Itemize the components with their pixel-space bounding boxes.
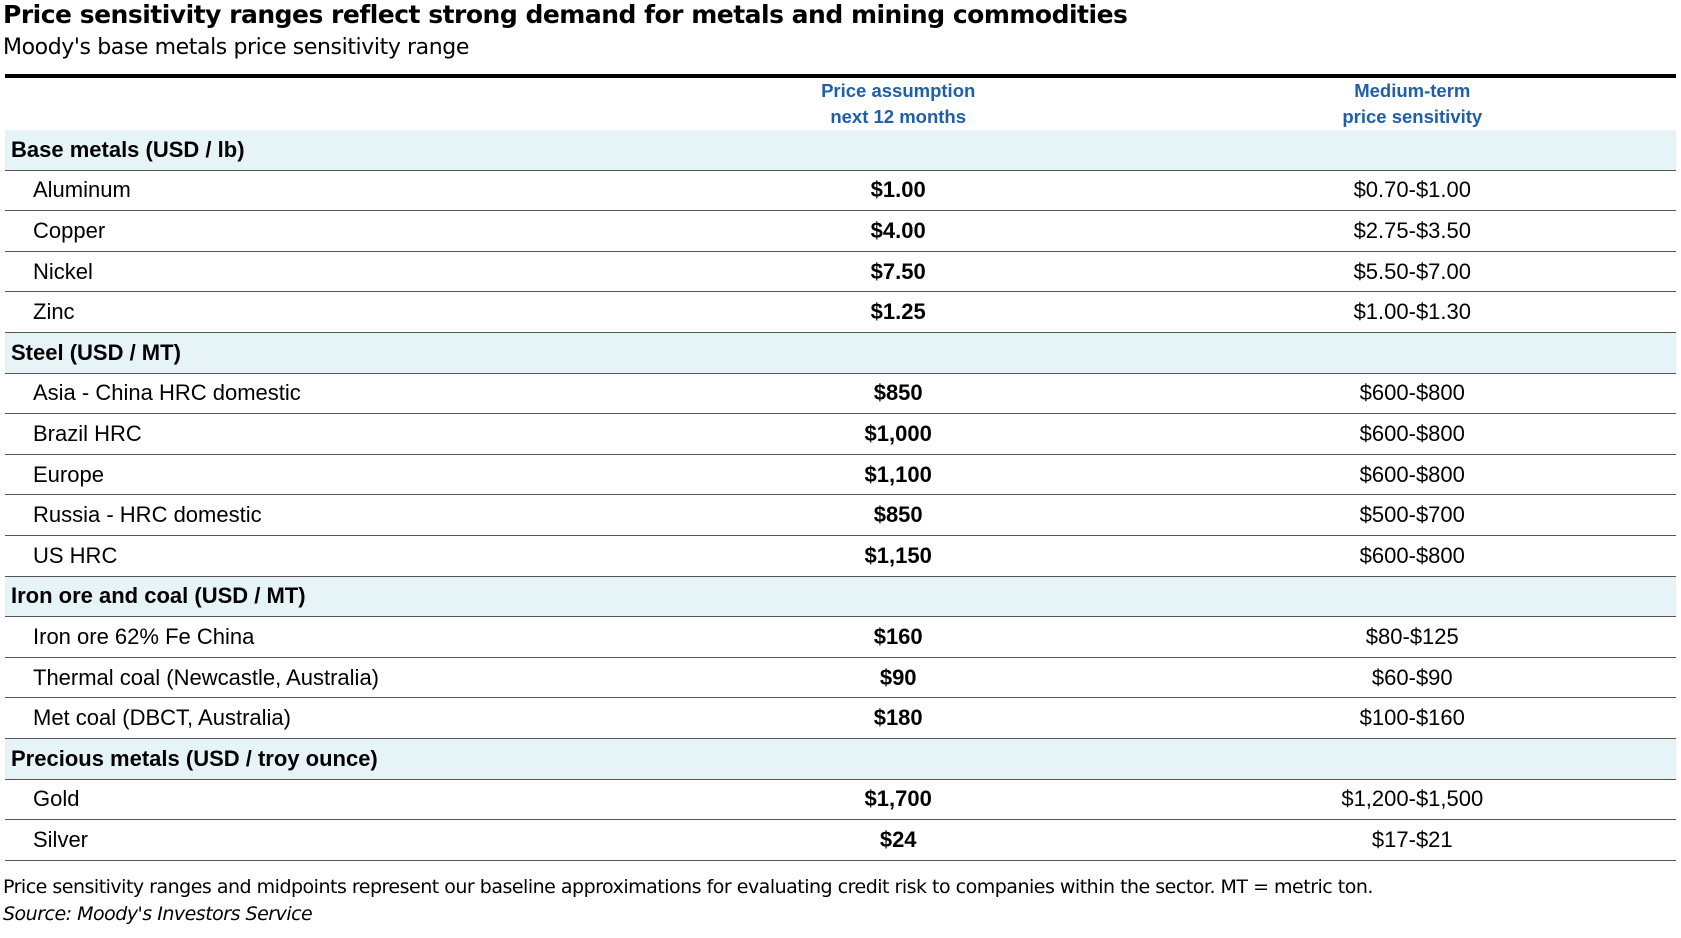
cell: $17-$21	[1371, 826, 1453, 852]
cell: $600-$800	[1359, 542, 1465, 568]
source: Source: Moody's Investors Service	[3, 903, 313, 925]
cell: $600-$800	[1359, 380, 1465, 406]
row-label: Europe	[33, 461, 104, 487]
row-label: Asia - China HRC domestic	[33, 380, 301, 406]
cell: $1,000	[864, 420, 932, 446]
cell: $600-$800	[1359, 420, 1465, 446]
cell: $500-$700	[1359, 502, 1465, 528]
row-label: Silver	[33, 826, 89, 852]
cell: $90	[879, 664, 917, 690]
row-label: Iron ore 62% Fe China	[33, 623, 255, 649]
table-row: Zinc $1.25 $1.00-$1.30	[5, 292, 1676, 333]
cell: $850	[873, 380, 923, 406]
row-label: US HRC	[33, 542, 118, 568]
header-line: Medium-term	[1354, 80, 1471, 101]
cell: $5.50-$7.00	[1353, 258, 1471, 284]
cell: $160	[873, 623, 923, 649]
cell: $1.00-$1.30	[1353, 299, 1471, 325]
header-cell: Price assumption next 12 months	[618, 78, 1179, 130]
table-row: Silver $24 $17-$21	[5, 820, 1676, 861]
cell: $180	[873, 705, 923, 731]
cell: $1,100	[864, 461, 932, 487]
table-row: Nickel $7.50 $5.50-$7.00	[5, 252, 1676, 293]
row-label: Nickel	[33, 258, 93, 284]
table-row: Aluminum $1.00 $0.70-$1.00	[5, 171, 1676, 212]
table-row: Asia - China HRC domestic $850 $600-$800	[5, 374, 1676, 415]
cell: $1.00	[870, 177, 926, 203]
table-row: Europe $1,100 $600-$800	[5, 455, 1676, 496]
cell: $0.70-$1.00	[1353, 177, 1471, 203]
row-label: Brazil HRC	[33, 420, 142, 446]
subtitle: Moody's base metals price sensitivity ra…	[3, 35, 470, 60]
table-row: Iron ore 62% Fe China $160 $80-$125	[5, 617, 1676, 658]
table-row: Brazil HRC $1,000 $600-$800	[5, 414, 1676, 455]
cell: $850	[873, 502, 923, 528]
cell: $1,200-$1,500	[1341, 786, 1484, 812]
table-row: US HRC $1,150 $600-$800	[5, 536, 1676, 577]
table: Price assumption next 12 months Medium-ter…	[5, 74, 1676, 861]
row-label: Zinc	[33, 299, 75, 325]
group-row: Base metals (USD / lb)	[5, 130, 1676, 171]
row-label: Gold	[33, 786, 80, 812]
row-label: Aluminum	[33, 177, 131, 203]
table-row: Russia - HRC domestic $850 $500-$700	[5, 495, 1676, 536]
header-row: Price assumption next 12 months Medium-ter…	[5, 78, 1676, 130]
group-row: Precious metals (USD / troy ounce)	[5, 738, 1676, 780]
cell: $7.50	[870, 258, 926, 284]
cell: $60-$90	[1371, 664, 1453, 690]
table-row: Thermal coal (Newcastle, Australia) $90 $6…	[5, 658, 1676, 699]
cell: $80-$125	[1365, 623, 1459, 649]
group-row: Steel (USD / MT)	[5, 332, 1676, 374]
cell: $1,150	[864, 542, 932, 568]
header-line: price sensitivity	[1342, 106, 1483, 127]
table-row: Met coal (DBCT, Australia) $180 $100-$160	[5, 698, 1676, 739]
row-label: Met coal (DBCT, Australia)	[33, 705, 291, 731]
table-row: Copper $4.00 $2.75-$3.50	[5, 211, 1676, 252]
table-row: Gold $1,700 $1,200-$1,500	[5, 780, 1676, 821]
group-row: Iron ore and coal (USD / MT)	[5, 576, 1676, 618]
row-label: Copper	[33, 217, 106, 243]
cell: $2.75-$3.50	[1353, 217, 1471, 243]
title: Price sensitivity ranges reflect strong …	[3, 0, 1128, 29]
cell: $4.00	[870, 217, 926, 243]
header-line: Price assumption	[821, 80, 976, 101]
cell: $600-$800	[1359, 461, 1465, 487]
header-cell: Medium-term price sensitivity	[1149, 78, 1676, 130]
cell: $100-$160	[1359, 705, 1465, 731]
row-label: Russia - HRC domestic	[33, 502, 262, 528]
row-label: Thermal coal (Newcastle, Australia)	[33, 664, 380, 690]
cell: $1.25	[870, 299, 926, 325]
cell: $24	[879, 826, 917, 852]
cell: $1,700	[864, 786, 932, 812]
header-line: next 12 months	[830, 106, 967, 127]
note: Price sensitivity ranges and midpoints r…	[3, 876, 1373, 898]
